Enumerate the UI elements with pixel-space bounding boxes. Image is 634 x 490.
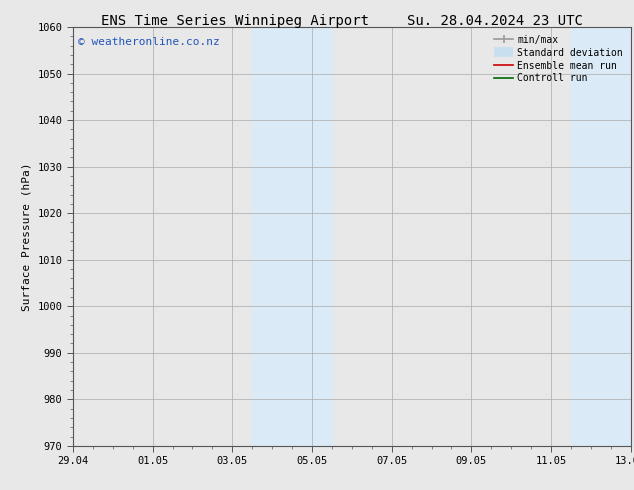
Bar [571, 27, 634, 446]
Text: Su. 28.04.2024 23 UTC: Su. 28.04.2024 23 UTC [406, 14, 583, 28]
Y-axis label: Surface Pressure (hPa): Surface Pressure (hPa) [22, 162, 32, 311]
Legend: min/max, Standard deviation, Ensemble mean run, Controll run: min/max, Standard deviation, Ensemble me… [491, 32, 626, 86]
Text: ENS Time Series Winnipeg Airport: ENS Time Series Winnipeg Airport [101, 14, 368, 28]
Bar [252, 27, 332, 446]
Text: © weatheronline.co.nz: © weatheronline.co.nz [79, 37, 220, 48]
